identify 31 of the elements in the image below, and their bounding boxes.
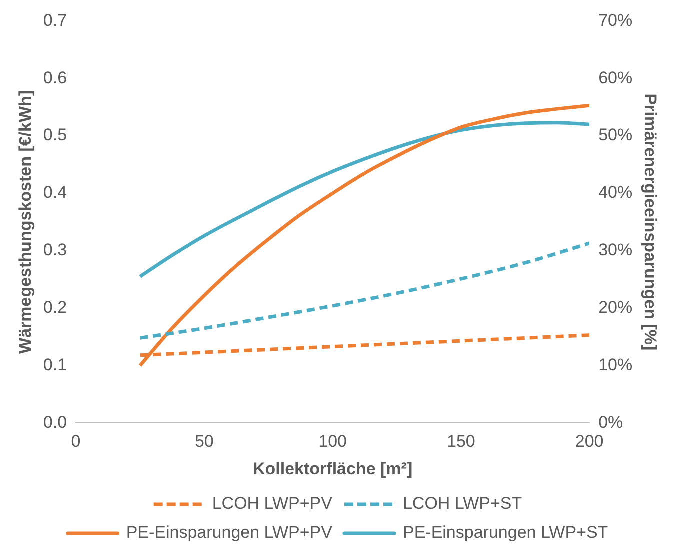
y2-tick-label: 20% [598, 298, 633, 318]
legend-label: LCOH LWP+PV [212, 494, 334, 514]
x-tick-label: 100 [318, 432, 347, 452]
line-series [138, 104, 590, 368]
y2-tick-label: 50% [598, 126, 633, 145]
y2-axis-title: Primärenergieeinsparungen [%] [641, 94, 660, 351]
y-tick-label: 0.6 [43, 68, 68, 88]
y-tick-label: 0.5 [43, 126, 68, 145]
y-tick-label: 0.3 [43, 240, 68, 260]
x-tick-label: 0 [71, 432, 81, 452]
y-tick-label: 0.2 [43, 298, 68, 318]
y-tick-label: 0.7 [43, 10, 68, 30]
y2-tick-label: 40% [598, 183, 633, 202]
y2-tick-label: 10% [598, 355, 633, 374]
y2-tick-label: 60% [598, 68, 633, 88]
y-tick-label: 0.0 [43, 412, 68, 432]
y2-tick-label: 0% [598, 412, 624, 432]
line-series [138, 242, 590, 340]
y-tick-label: 0.1 [43, 355, 68, 374]
y-tick-label: 0.4 [43, 183, 68, 202]
legend-label: PE-Einsparungen LWP+PV [126, 523, 334, 542]
y-axis-title: Wärmegesthungskosten [€/kWh] [16, 90, 35, 354]
x-axis-title: Kollektorfläche [m²] [252, 459, 413, 478]
line-series [138, 121, 590, 279]
x-tick-label: 150 [447, 432, 476, 452]
legend-label: PE-Einsparungen LWP+ST [402, 523, 608, 542]
x-tick-label: 50 [194, 432, 214, 452]
y2-tick-label: 70% [598, 10, 633, 30]
x-tick-label: 200 [575, 432, 604, 452]
legend-label: LCOH LWP+ST [402, 494, 522, 514]
y2-tick-label: 30% [598, 240, 633, 260]
